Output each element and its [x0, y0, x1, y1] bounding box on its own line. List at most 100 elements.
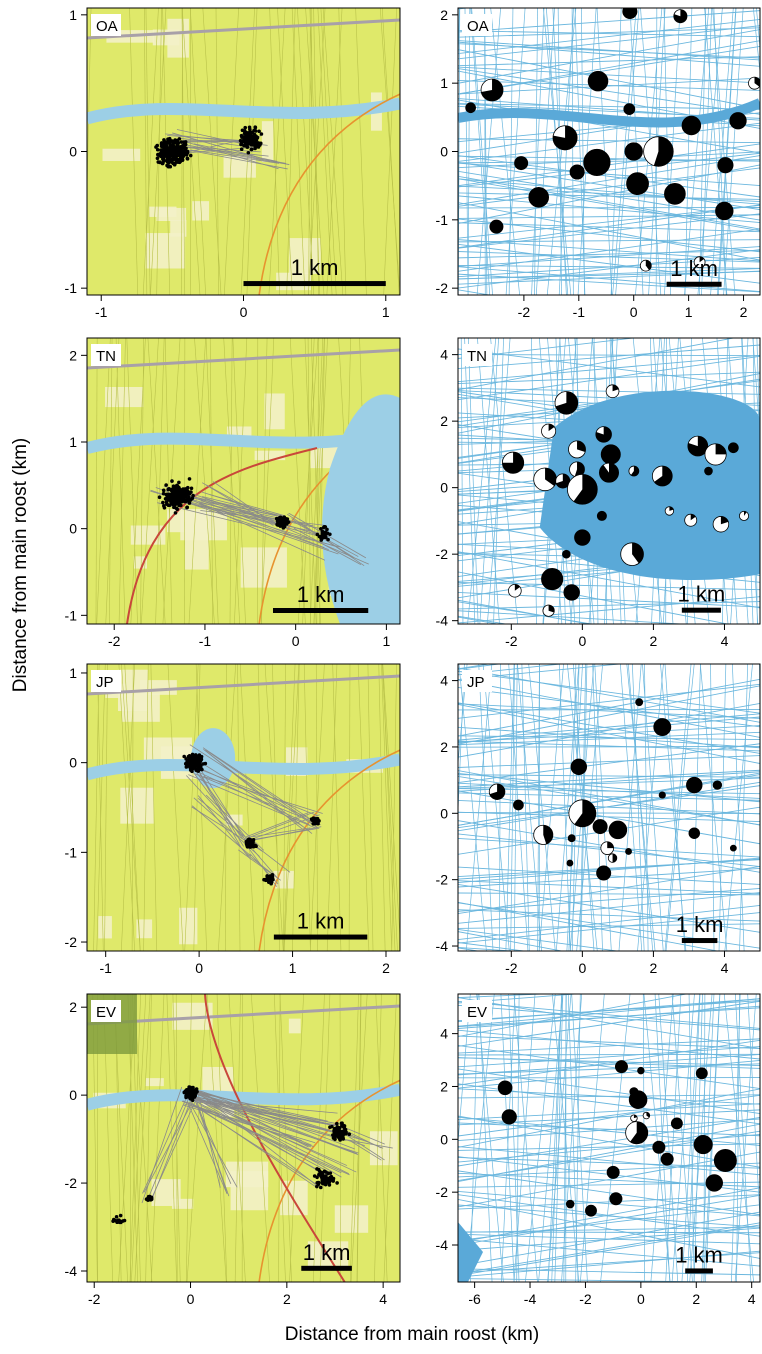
pie-black-slice [612, 384, 619, 392]
water-line [458, 243, 760, 284]
pie-marker [748, 76, 760, 90]
gps-fix-point [312, 817, 317, 822]
y-tick-label: 2 [440, 7, 448, 23]
water-line [664, 664, 686, 951]
plot-area: 1 km JP [87, 664, 400, 951]
water-line [505, 664, 515, 951]
water-line [458, 161, 760, 211]
pie-marker [729, 112, 747, 130]
gps-fix-point [342, 1124, 347, 1128]
water-line [499, 664, 501, 951]
parcel-line [109, 338, 113, 624]
gps-fix-point [188, 153, 193, 158]
water-line [467, 338, 479, 624]
gps-fix-point [193, 758, 198, 763]
track-line [288, 512, 367, 559]
water-line [551, 994, 580, 1282]
pie-black-slice [562, 550, 571, 559]
parcel-line [279, 994, 292, 1282]
y-tick-label: 1 [440, 75, 448, 91]
gps-fix-point [253, 125, 258, 130]
track-line [196, 1099, 348, 1166]
water-line [458, 338, 638, 359]
water-line [458, 1238, 760, 1267]
water-line [658, 994, 679, 1282]
pie-marker [628, 465, 640, 477]
water-line [458, 1000, 760, 1047]
water-line [723, 994, 754, 1282]
pie-marker [606, 1165, 620, 1179]
gps-fix-point [171, 500, 176, 505]
parcel-line [234, 338, 248, 624]
parcel-line [348, 664, 351, 951]
y-tick-label: 2 [440, 739, 448, 755]
water-line [458, 10, 760, 33]
parcel-line [166, 994, 177, 1282]
water-line [551, 994, 562, 1282]
gps-fix-point [168, 492, 173, 497]
water-line [752, 8, 760, 76]
gps-fix-point [248, 137, 253, 142]
water-line [458, 865, 760, 915]
water-line [513, 994, 536, 1282]
gps-fix-point [162, 505, 167, 510]
gps-fix-point [177, 480, 181, 485]
water-line [458, 683, 760, 719]
map-field [369, 1131, 398, 1166]
water-line [547, 994, 572, 1282]
water-line [642, 664, 664, 951]
y-tick-label: -1 [65, 280, 78, 296]
gps-fix-point [337, 1128, 341, 1132]
track-line [193, 768, 250, 843]
map-field [145, 1078, 164, 1087]
gps-fix-point [157, 495, 162, 499]
pie-black-slice [630, 466, 639, 476]
parcel-line [382, 664, 396, 951]
gps-fix-point [321, 1181, 326, 1186]
water-line [542, 8, 572, 295]
water-line [458, 781, 760, 832]
gps-fix-point [285, 522, 289, 526]
scale-bar-label: 1 km [678, 582, 726, 607]
pie-black-slice [548, 605, 555, 613]
parcel-line [206, 994, 227, 1282]
gps-fix-point [245, 131, 250, 135]
pie-marker [660, 1152, 674, 1166]
parcel-line [302, 338, 315, 624]
pie-black-slice [607, 1166, 620, 1179]
water-line [458, 678, 760, 737]
water-line [458, 610, 689, 624]
water-line [724, 664, 753, 951]
pie-black-slice [729, 112, 747, 129]
pie-marker [568, 799, 597, 828]
parcel-line [367, 664, 374, 951]
gps-fix-point [248, 127, 252, 132]
pie-black-slice [623, 103, 635, 115]
gps-fix-point [257, 129, 261, 134]
pie-marker [514, 156, 529, 171]
parcel-line [228, 994, 246, 1282]
water-line [458, 1231, 760, 1234]
track-line [183, 1104, 303, 1142]
gps-fix-point [185, 157, 190, 161]
pie-black-slice [502, 1109, 517, 1125]
pie-black-slice [513, 800, 524, 810]
plot-area: 1 km EV [458, 994, 760, 1282]
y-tick-label: 0 [69, 521, 77, 537]
water-body [458, 98, 760, 128]
water-line [458, 792, 760, 801]
gps-fix-point [179, 140, 184, 144]
parcel-line [313, 8, 319, 295]
pie-black-slice [754, 77, 760, 87]
water-line [731, 994, 741, 1282]
pie-marker [625, 1121, 649, 1145]
track-line [200, 1090, 356, 1150]
gps-fix-point [322, 524, 327, 529]
gps-fix-point [159, 142, 164, 146]
water-line [458, 998, 760, 1023]
pie-black-slice [625, 848, 632, 855]
pie-black-slice [635, 698, 643, 706]
pie-black-slice [730, 845, 737, 852]
panel-label-bg [91, 670, 121, 692]
water-line [458, 195, 760, 223]
